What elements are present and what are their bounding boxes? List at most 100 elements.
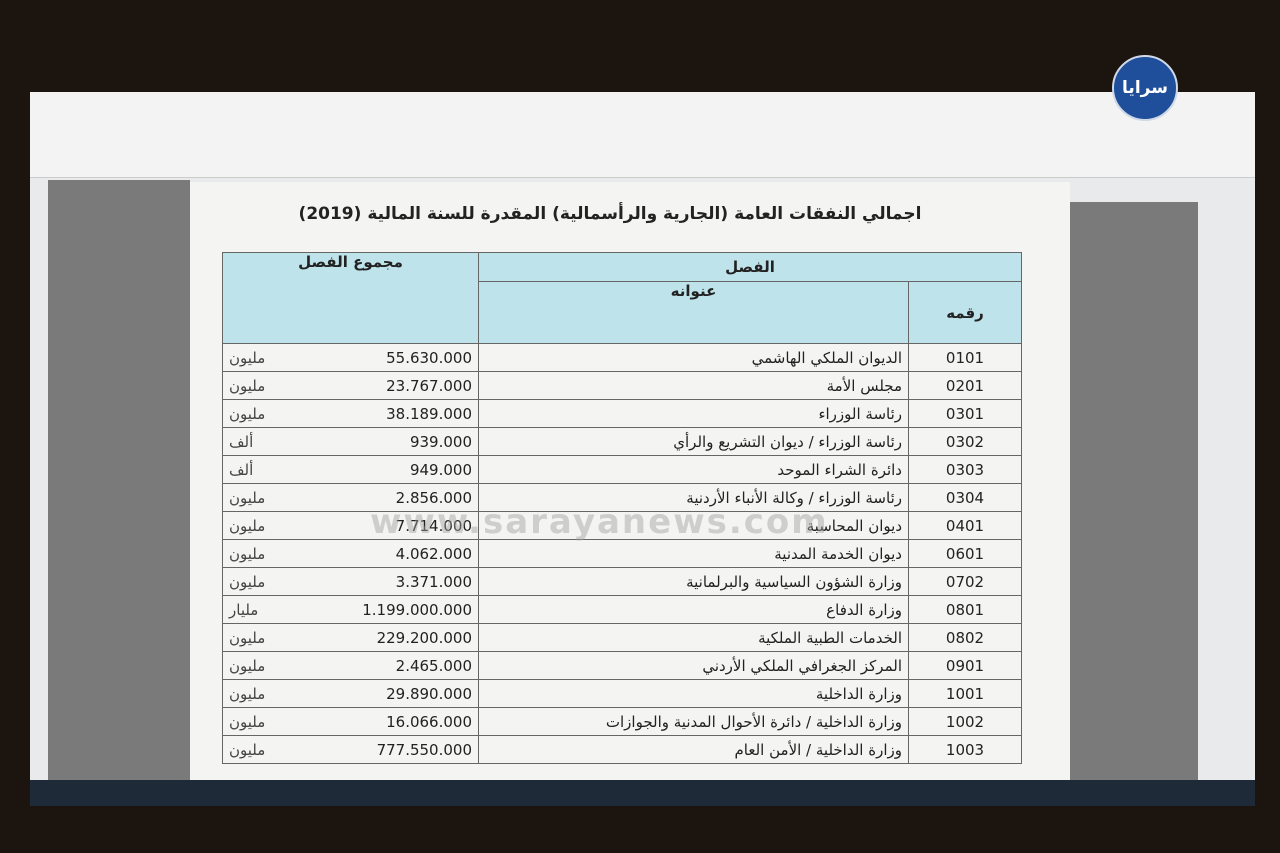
row: 1002 وزارة الداخلية / دائرة الأحوال المدن…: [222, 707, 1022, 736]
name-cell: ديوان الخدمة المدنية: [478, 539, 909, 568]
name-cell: رئاسة الوزراء: [478, 399, 909, 428]
logo: سرايا: [1112, 55, 1178, 121]
unit: مليون: [229, 656, 266, 675]
row: 0901 المركز الجغرافي الملكي الأردني 2.465.…: [222, 651, 1022, 680]
name-cell: الخدمات الطبية الملكية: [478, 623, 909, 652]
code-cell: 0401: [908, 511, 1022, 540]
amount: 2.465.000: [395, 656, 472, 675]
right-pane: [1070, 202, 1198, 790]
amount-cell: 2.465.000 مليون: [222, 651, 479, 680]
unit: مليون: [229, 628, 266, 647]
amount-cell: 949.000 ألف: [222, 455, 479, 484]
header: عنوانه: [478, 281, 909, 344]
name-cell: مجلس الأمة: [478, 371, 909, 400]
code-cell: 1003: [908, 735, 1022, 764]
left-pane: [48, 180, 190, 790]
unit: مليون: [229, 544, 266, 563]
unit: مليون: [229, 348, 266, 367]
amount: 55.630.000: [386, 348, 472, 367]
amount: 939.000: [409, 432, 472, 451]
pdf-page: اجمالي النفقات العامة (الجارية والرأسمال…: [190, 182, 1070, 790]
unit: مليون: [229, 404, 266, 423]
row: 0601 ديوان الخدمة المدنية 4.062.000 مليون: [222, 539, 1022, 568]
code-cell: 0304: [908, 483, 1022, 512]
amount: 4.062.000: [395, 544, 472, 563]
amount: 29.890.000: [386, 684, 472, 703]
name-cell: رئاسة الوزراء / ديوان التشريع والرأي: [478, 427, 909, 456]
amount: 949.000: [409, 460, 472, 479]
amount: 16.066.000: [386, 712, 472, 731]
unit: ألف: [229, 432, 254, 451]
amount: 1.199.000.000: [362, 600, 472, 619]
code-cell: 0301: [908, 399, 1022, 428]
code-cell: 0802: [908, 623, 1022, 652]
amount-cell: 1.199.000.000 مليار: [222, 595, 479, 624]
code-cell: 0601: [908, 539, 1022, 568]
row: 0401 ديوان المحاسبة 7.714.000 مليون: [222, 511, 1022, 540]
header: رقمه: [908, 281, 1022, 344]
name-cell: رئاسة الوزراء / وكالة الأنباء الأردنية: [478, 483, 909, 512]
code-cell: 0303: [908, 455, 1022, 484]
unit: مليون: [229, 516, 266, 535]
unit: مليون: [229, 488, 266, 507]
unit: مليون: [229, 712, 266, 731]
code-cell: 1002: [908, 707, 1022, 736]
header: مجموع الفصل: [222, 252, 479, 344]
amount-cell: 55.630.000 مليون: [222, 343, 479, 372]
name-cell: وزارة الداخلية: [478, 679, 909, 708]
amount-cell: 229.200.000 مليون: [222, 623, 479, 652]
row: 0303 دائرة الشراء الموحد 949.000 ألف: [222, 455, 1022, 484]
code-cell: 0702: [908, 567, 1022, 596]
unit: ألف: [229, 460, 254, 479]
name-cell: وزارة الشؤون السياسية والبرلمانية: [478, 567, 909, 596]
amount: 3.371.000: [395, 572, 472, 591]
unit: مليار: [229, 600, 259, 619]
doc-title: اجمالي النفقات العامة (الجارية والرأسمال…: [298, 204, 922, 224]
row: 0201 مجلس الأمة 23.767.000 مليون: [222, 371, 1022, 400]
row: 1003 وزارة الداخلية / الأمن العام 777.550.…: [222, 735, 1022, 764]
unit: مليون: [229, 572, 266, 591]
table: الفصل مجموع الفصل رقمه عنوانه 0101 الديوا…: [222, 252, 1022, 764]
code-cell: 0302: [908, 427, 1022, 456]
amount-cell: 16.066.000 مليون: [222, 707, 479, 736]
screen: اجمالي النفقات العامة (الجارية والرأسمال…: [30, 92, 1255, 790]
name-cell: وزارة الدفاع: [478, 595, 909, 624]
row: 0101 الديوان الملكي الهاشمي 55.630.000 مليو…: [222, 343, 1022, 372]
amount: 7.714.000: [395, 516, 472, 535]
amount: 229.200.000: [376, 628, 472, 647]
row: 0302 رئاسة الوزراء / ديوان التشريع والرأي…: [222, 427, 1022, 456]
amount-cell: 38.189.000 مليون: [222, 399, 479, 428]
amount: 38.189.000: [386, 404, 472, 423]
name-cell: دائرة الشراء الموحد: [478, 455, 909, 484]
amount: 23.767.000: [386, 376, 472, 395]
toolbar: [30, 92, 1255, 178]
row: 0802 الخدمات الطبية الملكية 229.200.000 ملي…: [222, 623, 1022, 652]
unit: مليون: [229, 376, 266, 395]
row: 1001 وزارة الداخلية 29.890.000 مليون: [222, 679, 1022, 708]
amount-cell: 939.000 ألف: [222, 427, 479, 456]
name-cell: الديوان الملكي الهاشمي: [478, 343, 909, 372]
amount: 2.856.000: [395, 488, 472, 507]
code-cell: 0901: [908, 651, 1022, 680]
row: 0702 وزارة الشؤون السياسية والبرلمانية 3.3…: [222, 567, 1022, 596]
unit: مليون: [229, 740, 266, 759]
amount-cell: 29.890.000 مليون: [222, 679, 479, 708]
name-cell: وزارة الداخلية / الأمن العام: [478, 735, 909, 764]
code-cell: 0801: [908, 595, 1022, 624]
row: 0801 وزارة الدفاع 1.199.000.000 مليار: [222, 595, 1022, 624]
amount-cell: 7.714.000 مليون: [222, 511, 479, 540]
amount: 777.550.000: [376, 740, 472, 759]
name-cell: وزارة الداخلية / دائرة الأحوال المدنية و…: [478, 707, 909, 736]
table-body: 0101 الديوان الملكي الهاشمي 55.630.000 مليو…: [222, 343, 1022, 764]
table-wrap: الفصل مجموع الفصل رقمه عنوانه 0101 الديوا…: [222, 252, 1022, 782]
unit: مليون: [229, 684, 266, 703]
row: 0304 رئاسة الوزراء / وكالة الأنباء الأردن…: [222, 483, 1022, 512]
name-cell: المركز الجغرافي الملكي الأردني: [478, 651, 909, 680]
amount-cell: 23.767.000 مليون: [222, 371, 479, 400]
code-cell: 0101: [908, 343, 1022, 372]
amount-cell: 777.550.000 مليون: [222, 735, 479, 764]
code-cell: 1001: [908, 679, 1022, 708]
amount-cell: 4.062.000 مليون: [222, 539, 479, 568]
code-cell: 0201: [908, 371, 1022, 400]
